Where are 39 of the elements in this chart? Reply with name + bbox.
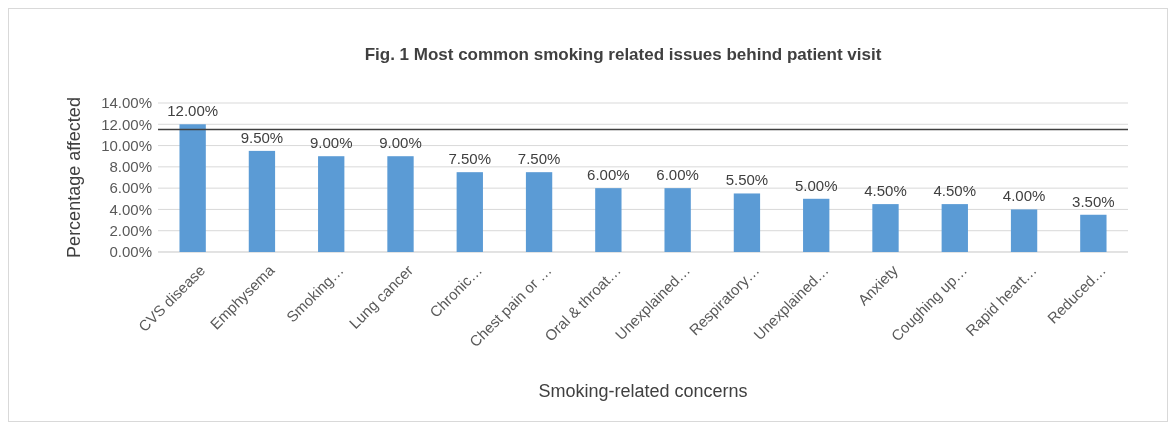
y-tick-label: 12.00%: [101, 115, 152, 133]
bar: [664, 188, 691, 252]
data-label: 6.00%: [587, 166, 630, 184]
data-label: 3.50%: [1072, 192, 1115, 210]
data-label: 4.50%: [864, 182, 907, 200]
y-tick-label: 2.00%: [109, 221, 152, 239]
data-label: 9.00%: [379, 134, 422, 152]
y-tick-label: 14.00%: [101, 94, 152, 112]
bar: [1080, 214, 1107, 252]
bar: [941, 204, 968, 252]
chart-title: Fig. 1 Most common smoking related issues behind patient visit: [364, 45, 882, 64]
bar: [733, 193, 761, 252]
data-label: 6.00%: [656, 166, 699, 184]
data-label: 5.50%: [725, 171, 769, 189]
bar: [525, 172, 553, 252]
data-label: 7.50%: [448, 150, 492, 168]
bar: [248, 150, 276, 252]
bar: [456, 172, 483, 252]
x-axis-title: Smoking-related concerns: [538, 381, 748, 401]
data-label: 5.00%: [794, 176, 838, 194]
y-tick-label: 4.00%: [109, 200, 152, 218]
bar: [179, 124, 206, 252]
data-label: 7.50%: [517, 150, 561, 168]
y-axis-title: Percentage affected: [64, 97, 84, 258]
data-label: 4.00%: [1002, 187, 1046, 205]
bar: [872, 204, 899, 252]
data-label: 12.00%: [167, 102, 219, 120]
y-tick-label: 8.00%: [109, 158, 152, 176]
data-label: 9.00%: [309, 134, 353, 152]
bar: [318, 156, 345, 252]
y-tick-label: 0.00%: [109, 243, 152, 261]
bar: [1010, 209, 1038, 252]
y-tick-label: 6.00%: [109, 179, 152, 197]
data-label: 4.50%: [933, 182, 977, 200]
y-tick-label: 10.00%: [101, 136, 152, 154]
bar: [387, 156, 414, 252]
data-label: 9.50%: [240, 128, 284, 146]
bar: [595, 188, 622, 252]
bar: [803, 198, 830, 252]
